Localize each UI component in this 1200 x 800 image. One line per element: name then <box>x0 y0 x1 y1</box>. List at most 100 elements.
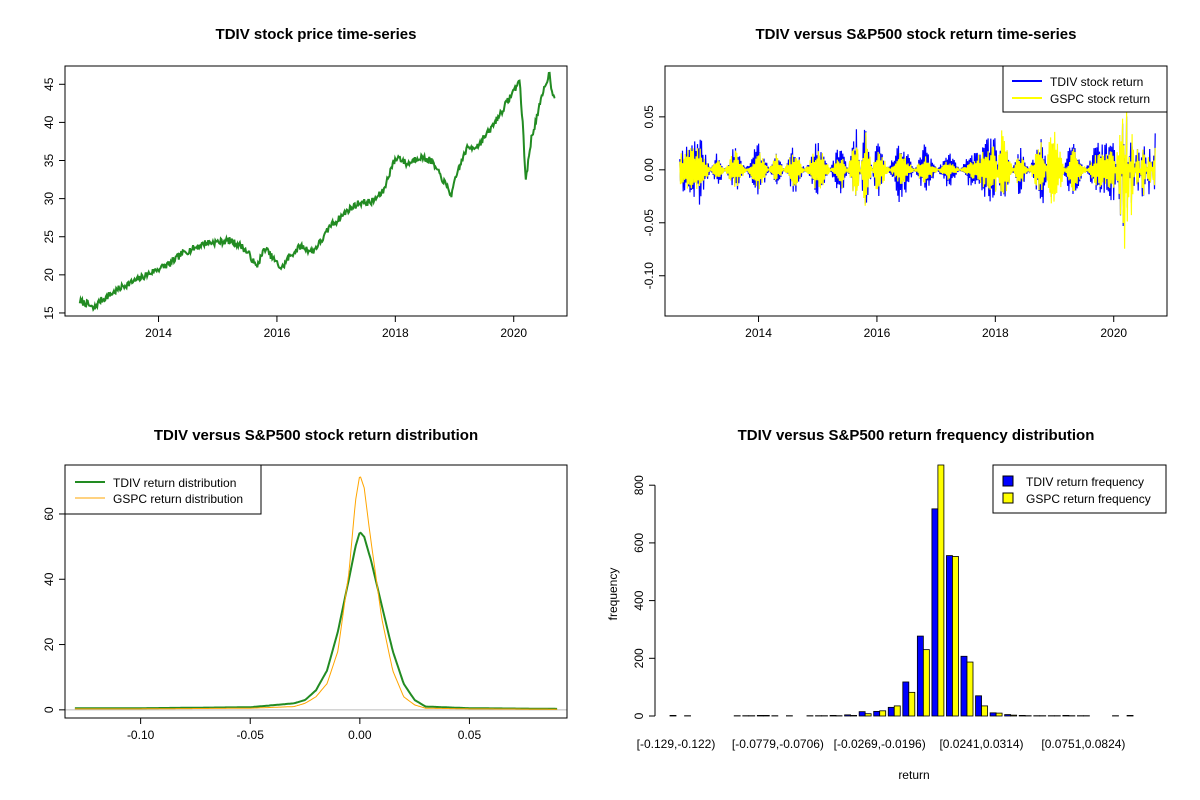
x-tick-label: [0.0241,0.0314) <box>939 737 1023 751</box>
x-tick-label: -0.05 <box>237 728 265 742</box>
tdiv-frequency-bar <box>1062 715 1070 717</box>
y-tick-label: 40 <box>42 115 56 129</box>
tdiv-frequency-bar <box>946 555 953 717</box>
histogram-x-axis-label: return <box>898 768 929 782</box>
returns-legend-label-tdiv: TDIV stock return <box>1050 75 1143 89</box>
tdiv-frequency-bar <box>756 715 764 717</box>
returns-legend-box <box>1002 65 1168 113</box>
y-tick-label: 20 <box>42 638 56 652</box>
price-chart-panel: TDIV stock price time-series 2014 2016 201… <box>42 26 568 340</box>
y-tick-label: 400 <box>632 590 646 610</box>
tdiv-frequency-bar <box>975 695 982 717</box>
y-tick-label: 20 <box>42 268 56 282</box>
price-chart-frame <box>64 65 568 317</box>
gspc-frequency-bar <box>981 705 988 717</box>
histogram-chart-panel: TDIV versus S&P500 return frequency dist… <box>606 427 1167 782</box>
returns-legend-label-gspc: GSPC stock return <box>1050 92 1150 106</box>
gspc-frequency-bar <box>1010 714 1018 717</box>
tdiv-frequency-bar <box>887 706 895 717</box>
histogram-legend-label-gspc: GSPC return frequency <box>1026 492 1151 506</box>
gspc-frequency-bar <box>952 556 959 717</box>
y-tick-label: 0 <box>632 712 646 719</box>
x-tick-label: 2014 <box>745 326 772 340</box>
tdiv-frequency-bar <box>829 715 837 717</box>
gspc-frequency-bar <box>762 715 770 717</box>
y-tick-label: 40 <box>42 572 56 586</box>
tdiv-frequency-bar <box>873 710 881 717</box>
histogram-chart-marks <box>669 464 1134 717</box>
gspc-frequency-bar <box>922 649 930 717</box>
y-tick-label: 30 <box>42 192 56 206</box>
gspc-frequency-bar <box>1126 715 1134 717</box>
density-legend: TDIV return distribution GSPC return dis… <box>64 464 262 515</box>
x-tick-label: 0.00 <box>348 728 372 742</box>
y-tick-label: 800 <box>632 475 646 495</box>
price-chart-title: TDIV stock price time-series <box>216 26 417 43</box>
y-tick-label: 200 <box>632 648 646 668</box>
x-tick-label: 2018 <box>382 326 409 340</box>
histogram-chart-title: TDIV versus S&P500 return frequency dist… <box>738 427 1095 444</box>
density-legend-label-gspc: GSPC return distribution <box>113 492 243 506</box>
price-series-line <box>78 71 556 312</box>
y-tick-label: 0.00 <box>642 158 656 182</box>
gspc-frequency-bar <box>893 705 901 717</box>
tdiv-frequency-bar <box>1018 715 1026 717</box>
tdiv-frequency-bar <box>858 711 866 717</box>
y-tick-label: 15 <box>42 306 56 320</box>
gspc-return-line <box>679 110 1156 249</box>
gspc-frequency-bar <box>864 713 872 717</box>
tdiv-frequency-bar <box>844 714 851 717</box>
x-tick-label: [-0.0269,-0.0196) <box>834 737 926 751</box>
returns-chart-frame <box>664 65 1168 317</box>
gspc-frequency-bar <box>850 715 857 717</box>
tdiv-frequency-bar <box>916 635 924 717</box>
histogram-legend-key-tdiv <box>1002 475 1014 487</box>
histogram-legend: TDIV return frequency GSPC return freque… <box>992 464 1167 514</box>
density-legend-box <box>64 464 262 515</box>
returns-chart-panel: TDIV versus S&P500 stock return time-ser… <box>642 26 1168 340</box>
tdiv-frequency-bar <box>931 508 939 717</box>
density-chart-marks <box>65 476 567 711</box>
x-tick-label: [0.0751,0.0824) <box>1041 737 1125 751</box>
gspc-frequency-bar <box>908 691 916 717</box>
tdiv-frequency-bar <box>902 681 910 717</box>
tdiv-density-line <box>74 531 558 710</box>
x-tick-label: 2020 <box>500 326 527 340</box>
histogram-legend-label-tdiv: TDIV return frequency <box>1026 475 1144 489</box>
density-chart-frame <box>64 464 568 719</box>
x-tick-label: 2020 <box>1100 326 1127 340</box>
y-tick-label: 25 <box>42 230 56 244</box>
gspc-frequency-bar <box>966 661 974 717</box>
x-tick-label: [-0.0779,-0.0706) <box>732 737 824 751</box>
x-tick-label: 2016 <box>864 326 891 340</box>
y-tick-label: 45 <box>42 77 56 91</box>
x-tick-label: 2016 <box>264 326 291 340</box>
x-tick-label: -0.10 <box>127 728 155 742</box>
gspc-frequency-bar <box>995 712 1003 717</box>
histogram-legend-key-gspc <box>1002 492 1014 504</box>
y-tick-label: 0.05 <box>642 105 656 129</box>
returns-chart-title: TDIV versus S&P500 stock return time-ser… <box>756 26 1077 43</box>
y-tick-label: -0.10 <box>642 262 656 290</box>
tdiv-frequency-bar <box>1004 714 1012 717</box>
density-legend-label-tdiv: TDIV return distribution <box>113 476 236 490</box>
y-tick-label: -0.05 <box>642 209 656 237</box>
x-tick-label: [-0.129,-0.122) <box>637 737 716 751</box>
price-chart-marks <box>78 71 556 312</box>
density-chart-panel: TDIV versus S&P500 stock return distribu… <box>42 427 568 742</box>
y-tick-label: 600 <box>632 533 646 553</box>
x-tick-label: 2018 <box>982 326 1009 340</box>
x-tick-label: 0.05 <box>458 728 482 742</box>
y-tick-label: 35 <box>42 154 56 168</box>
histogram-legend-box <box>992 464 1167 514</box>
returns-legend: TDIV stock return GSPC stock return <box>1002 65 1168 113</box>
tdiv-frequency-bar <box>989 712 997 717</box>
y-tick-label: 0 <box>42 706 56 713</box>
gspc-frequency-bar <box>937 464 945 717</box>
histogram-chart-axes: 0 200 400 600 800 [-0.129,-0.122) [-0.0779,-0.… <box>632 475 1125 751</box>
returns-chart-marks <box>679 110 1156 249</box>
gspc-frequency-bar <box>879 710 887 717</box>
density-chart-title: TDIV versus S&P500 stock return distribu… <box>154 427 478 444</box>
